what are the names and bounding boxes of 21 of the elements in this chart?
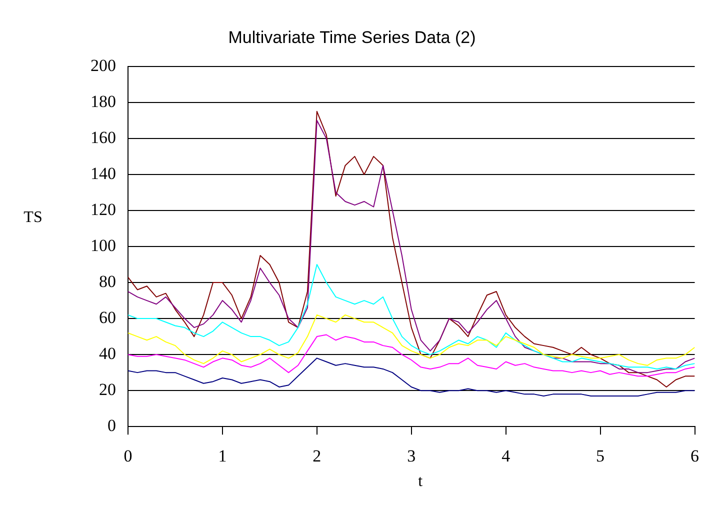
y-tick-label: 200 <box>90 56 116 75</box>
x-tick-label: 1 <box>218 446 227 466</box>
y-tick-label: 140 <box>90 164 116 183</box>
y-tick-label: 120 <box>90 200 116 219</box>
y-tick-label: 60 <box>99 308 116 328</box>
y-tick-label: 100 <box>90 236 116 255</box>
y-tick-label: 160 <box>90 128 116 147</box>
y-tick-label: 180 <box>90 92 116 111</box>
y-axis-title: TS <box>24 208 42 226</box>
chart-title: Multivariate Time Series Data (2) <box>228 28 476 47</box>
x-tick-label: 3 <box>407 446 416 466</box>
y-tick-label: 0 <box>108 416 116 436</box>
x-tick-label: 0 <box>124 446 132 466</box>
x-tick-label: 4 <box>502 446 511 466</box>
x-tick-label: 2 <box>312 446 322 466</box>
y-tick-label: 20 <box>99 380 116 400</box>
x-tick-label: 6 <box>690 446 699 466</box>
y-tick-label: 40 <box>99 344 116 364</box>
y-tick-label: 80 <box>99 272 116 291</box>
x-tick-label: 5 <box>596 446 605 466</box>
x-axis-title: t <box>418 472 424 490</box>
